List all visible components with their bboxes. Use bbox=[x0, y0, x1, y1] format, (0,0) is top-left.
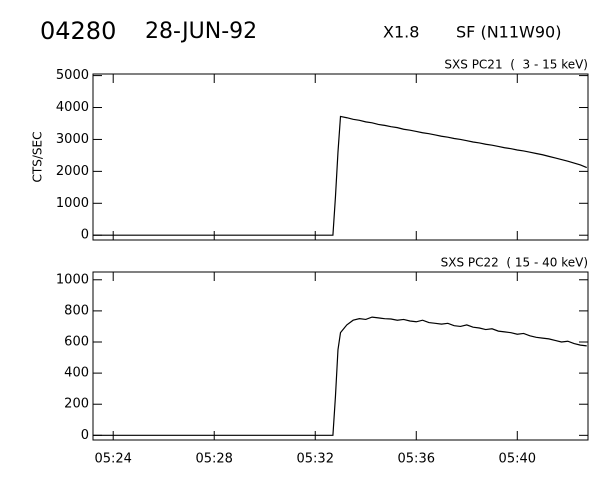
y-tick-label: 2000 bbox=[56, 164, 89, 179]
y-tick-label: 200 bbox=[64, 397, 89, 412]
flare-class: X1.8 bbox=[383, 23, 419, 42]
panel-title: SXS PC22 ( 15 - 40 keV) bbox=[441, 256, 588, 270]
data-line bbox=[93, 316, 587, 436]
x-tick-label: 05:36 bbox=[398, 452, 435, 467]
x-tick-label: 05:28 bbox=[195, 452, 232, 467]
y-tick-label: 400 bbox=[64, 366, 89, 381]
x-tick-label: 05:24 bbox=[94, 452, 131, 467]
y-tick-label: 0 bbox=[81, 428, 89, 443]
y-axis-label: CTS/SEC bbox=[31, 132, 45, 183]
flare-location: SF (N11W90) bbox=[456, 23, 561, 42]
y-tick-label: 1000 bbox=[56, 196, 89, 211]
y-tick-label: 1000 bbox=[56, 272, 89, 287]
y-tick-label: 5000 bbox=[56, 68, 89, 83]
y-tick-label: 4000 bbox=[56, 100, 89, 115]
plot-frame bbox=[92, 271, 589, 441]
x-tick-label: 05:40 bbox=[499, 452, 536, 467]
y-tick-label: 800 bbox=[64, 303, 89, 318]
event-date: 28-JUN-92 bbox=[145, 19, 257, 44]
panel-title: SXS PC21 ( 3 - 15 keV) bbox=[444, 58, 588, 72]
data-line bbox=[93, 115, 587, 236]
x-tick-label: 05:32 bbox=[297, 452, 334, 467]
y-tick-label: 0 bbox=[81, 228, 89, 243]
plot-frame bbox=[92, 73, 589, 241]
y-tick-label: 600 bbox=[64, 335, 89, 350]
event-number: 04280 bbox=[40, 17, 116, 45]
y-tick-label: 3000 bbox=[56, 132, 89, 147]
